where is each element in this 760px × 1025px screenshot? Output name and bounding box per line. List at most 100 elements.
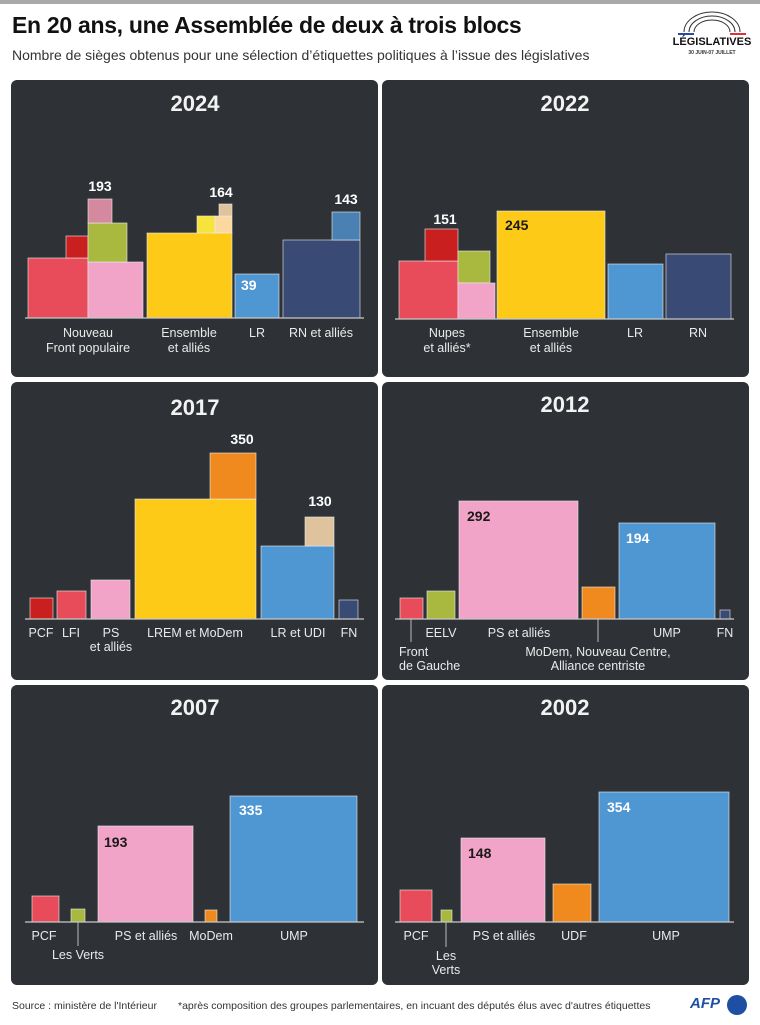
bar-segment <box>87 261 144 319</box>
category-label: PCF <box>404 929 429 943</box>
bar-group: MoDem, Nouveau Centre,Alliance centriste <box>525 586 671 673</box>
bar-segment <box>458 500 579 620</box>
value-label: 143 <box>334 191 358 207</box>
category-label: et alliés <box>90 640 132 654</box>
bar-group: 193 PS et alliés <box>97 825 194 943</box>
category-label: Les <box>436 949 456 963</box>
category-label: MoDem, Nouveau Centre, <box>525 645 670 659</box>
bar-segment <box>598 791 730 923</box>
bar-group: MoDem <box>189 909 233 943</box>
bar-group: LFI <box>56 590 87 640</box>
category-label: FN <box>717 626 734 640</box>
bar-segment <box>304 516 335 547</box>
bar-segment <box>457 282 496 320</box>
bar-group: PCF <box>29 597 54 640</box>
panel-year-title: 2012 <box>541 392 590 417</box>
afp-logo-dot <box>727 995 747 1015</box>
bar-segment <box>398 260 459 320</box>
bar-segment <box>56 590 87 620</box>
bar-segment <box>399 597 424 620</box>
footnote: *après composition des groupes parlement… <box>178 1000 651 1012</box>
category-label: Front populaire <box>46 341 130 355</box>
bar-group: PCF <box>399 889 433 943</box>
panel-2007: 2007 PCF Les Verts 193 PS et alliés MoDem 335 U… <box>11 685 378 985</box>
bar-segment <box>440 909 453 923</box>
category-label: LR et UDI <box>271 626 326 640</box>
panel-year-title: 2007 <box>171 695 220 720</box>
bar-segment <box>134 498 257 620</box>
value-label: 151 <box>433 211 457 227</box>
category-label: PS et alliés <box>115 929 178 943</box>
bar-segment <box>719 609 731 620</box>
category-label: UMP <box>652 929 680 943</box>
category-label: LR <box>627 326 643 340</box>
bar-group: RN <box>665 253 732 340</box>
bar-segment <box>70 908 86 923</box>
bar-segment <box>426 590 456 620</box>
category-label: PCF <box>32 929 57 943</box>
bar-segment <box>65 235 89 259</box>
afp-logo: AFP <box>690 995 720 1012</box>
bar-segment <box>460 837 546 923</box>
category-label: Front <box>399 645 429 659</box>
bar-segment <box>87 222 128 263</box>
category-label: Verts <box>432 963 461 977</box>
category-label: PS et alliés <box>488 626 551 640</box>
panel-year-title: 2024 <box>171 91 221 116</box>
bar-segment <box>338 599 359 620</box>
category-label: Ensemble <box>161 326 217 340</box>
bar-segment <box>90 579 131 620</box>
logo-date: 30 JUIN-07 JUILLET <box>688 50 736 56</box>
value-label: 164 <box>209 184 233 200</box>
bar-segment <box>204 909 218 923</box>
bar-segment <box>424 228 459 262</box>
category-label: Nouveau <box>63 326 113 340</box>
bar-group: 130 LR et UDI <box>260 493 335 640</box>
category-label: Alliance centriste <box>551 659 646 673</box>
value-label: 292 <box>467 508 491 524</box>
bar-segment <box>496 210 606 320</box>
bar-segment <box>457 250 491 284</box>
bar-segment <box>218 203 233 217</box>
category-label: de Gauche <box>399 659 460 673</box>
value-label: 148 <box>468 845 492 861</box>
value-label: 354 <box>607 799 631 815</box>
bar-segment <box>196 215 216 234</box>
category-label: PS <box>103 626 120 640</box>
bar-segment <box>209 452 257 500</box>
bar-group: 335 UMP <box>229 795 358 943</box>
bar-segment <box>214 215 233 234</box>
bar-group: 148 PS et alliés <box>460 837 546 943</box>
panel-year-title: 2002 <box>541 695 590 720</box>
bar-group: 354 UMP <box>598 791 730 943</box>
page-title: En 20 ans, une Assemblée de deux à trois… <box>12 12 522 38</box>
bar-group: PCF <box>32 895 60 943</box>
bar-group: UDF <box>552 883 592 943</box>
bar-segment <box>260 545 335 620</box>
bar-segment <box>229 795 358 923</box>
page-subtitle: Nombre de sièges obtenus pour une sélect… <box>12 47 590 63</box>
bar-group: 39 LR <box>234 273 280 340</box>
value-label: 39 <box>241 277 257 293</box>
value-label: 193 <box>88 178 112 194</box>
category-label: LFI <box>62 626 80 640</box>
category-label: PS et alliés <box>473 929 536 943</box>
bar-segment <box>27 257 89 319</box>
logo-text: LÉGISLATIVES <box>672 36 752 48</box>
bar-segment <box>87 198 113 224</box>
value-label: 350 <box>230 431 254 447</box>
category-label: PCF <box>29 626 54 640</box>
category-label: UDF <box>561 929 587 943</box>
category-label: RN <box>689 326 707 340</box>
source-note: Source : ministère de l'Intérieur <box>12 1000 157 1012</box>
bar-segment <box>29 597 54 620</box>
